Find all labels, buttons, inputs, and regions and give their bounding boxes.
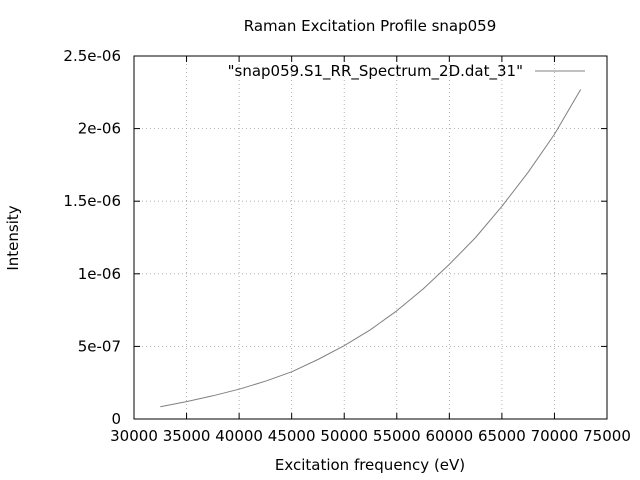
y-tick-label: 5e-07 — [78, 337, 121, 355]
y-axis-title: Intensity — [4, 205, 22, 270]
x-tick-label: 60000 — [425, 427, 473, 445]
ticks: 30000 35000 40000 45000 50000 55000 60000 65000… — [63, 47, 630, 445]
grid — [134, 56, 607, 419]
y-tick-label: 0 — [111, 410, 121, 428]
x-tick-label: 40000 — [215, 427, 263, 445]
y-tick-label: 1.5e-06 — [63, 192, 121, 210]
y-tick-label: 1e-06 — [78, 265, 121, 283]
x-tick-label: 45000 — [268, 427, 316, 445]
legend: "snap059.S1_RR_Spectrum_2D.dat_31" — [228, 62, 585, 81]
x-tick-label: 65000 — [478, 427, 526, 445]
x-tick-label: 50000 — [320, 427, 368, 445]
series-line — [160, 89, 582, 408]
x-axis-title: Excitation frequency (eV) — [275, 456, 465, 474]
legend-label: "snap059.S1_RR_Spectrum_2D.dat_31" — [228, 62, 523, 81]
x-tick-label: 35000 — [163, 427, 211, 445]
x-tick-label: 30000 — [110, 427, 158, 445]
x-tick-label: 70000 — [531, 427, 579, 445]
series-layer — [160, 89, 582, 408]
x-tick-label: 55000 — [373, 427, 421, 445]
x-tick-label: 75000 — [583, 427, 631, 445]
plot-frame — [133, 55, 608, 420]
y-tick-label: 2e-06 — [78, 120, 121, 138]
y-tick-label: 2.5e-06 — [63, 47, 121, 65]
chart-title: Raman Excitation Profile snap059 — [244, 17, 497, 35]
